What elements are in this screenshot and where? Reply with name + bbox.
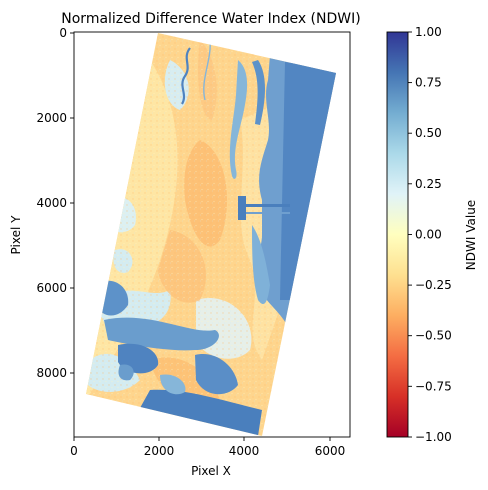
colorbar-tick-label: 0.50 [415, 126, 442, 140]
y-tick-label: 6000 [36, 281, 67, 295]
x-tick-label: 6000 [315, 444, 346, 458]
y-axis: 0 2000 4000 6000 8000 Pixel Y [9, 26, 74, 380]
y-tick-label: 2000 [36, 111, 67, 125]
y-axis-label: Pixel Y [9, 215, 23, 255]
colorbar-tick-label: −1.00 [415, 430, 452, 444]
colorbar-tick-label: −0.50 [415, 329, 452, 343]
y-tick-label: 0 [59, 26, 67, 40]
colorbar-gradient [386, 31, 409, 438]
colorbar-tick-label: −0.25 [415, 278, 452, 292]
colorbar-label: NDWI Value [464, 200, 478, 270]
colorbar-tick-label: 0.75 [415, 76, 442, 90]
y-tick-label: 4000 [36, 196, 67, 210]
chart-title: Normalized Difference Water Index (NDWI) [61, 11, 360, 27]
x-tick-label: 0 [70, 444, 78, 458]
colorbar-tick-label: −0.75 [415, 379, 452, 393]
colorbar-tick-label: 0.00 [415, 228, 442, 242]
y-tick-label: 8000 [36, 366, 67, 380]
x-tick-label: 4000 [229, 444, 260, 458]
x-axis-label: Pixel X [191, 464, 231, 478]
ndwi-raster [86, 33, 336, 436]
colorbar: 1.00 0.75 0.50 0.25 0.00 −0.25 −0.50 −0.… [386, 25, 478, 444]
colorbar-tick-label: 1.00 [415, 25, 442, 39]
x-axis: 0 2000 4000 6000 Pixel X [70, 437, 345, 478]
colorbar-tick-label: 0.25 [415, 177, 442, 191]
x-tick-label: 2000 [144, 444, 175, 458]
plot-frame [73, 31, 351, 438]
